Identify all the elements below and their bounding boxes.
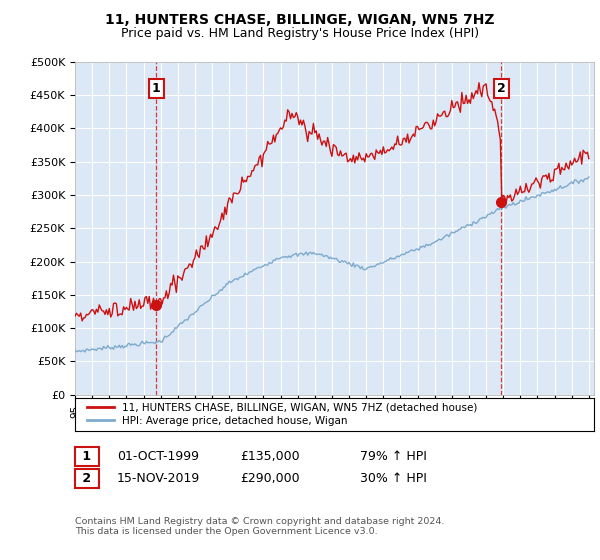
Text: 01-OCT-1999: 01-OCT-1999 — [117, 450, 199, 463]
Text: 2: 2 — [497, 82, 505, 95]
Text: 2: 2 — [78, 472, 95, 486]
Text: 1: 1 — [78, 450, 95, 463]
Text: 15-NOV-2019: 15-NOV-2019 — [117, 472, 200, 486]
Text: 30% ↑ HPI: 30% ↑ HPI — [360, 472, 427, 486]
Text: 1: 1 — [152, 82, 161, 95]
Text: Price paid vs. HM Land Registry's House Price Index (HPI): Price paid vs. HM Land Registry's House … — [121, 27, 479, 40]
Text: 11, HUNTERS CHASE, BILLINGE, WIGAN, WN5 7HZ: 11, HUNTERS CHASE, BILLINGE, WIGAN, WN5 … — [105, 13, 495, 27]
Legend: 11, HUNTERS CHASE, BILLINGE, WIGAN, WN5 7HZ (detached house), HPI: Average price: 11, HUNTERS CHASE, BILLINGE, WIGAN, WN5 … — [85, 401, 479, 428]
Text: £135,000: £135,000 — [240, 450, 299, 463]
Text: Contains HM Land Registry data © Crown copyright and database right 2024.
This d: Contains HM Land Registry data © Crown c… — [75, 517, 445, 536]
Text: £290,000: £290,000 — [240, 472, 299, 486]
Text: 79% ↑ HPI: 79% ↑ HPI — [360, 450, 427, 463]
